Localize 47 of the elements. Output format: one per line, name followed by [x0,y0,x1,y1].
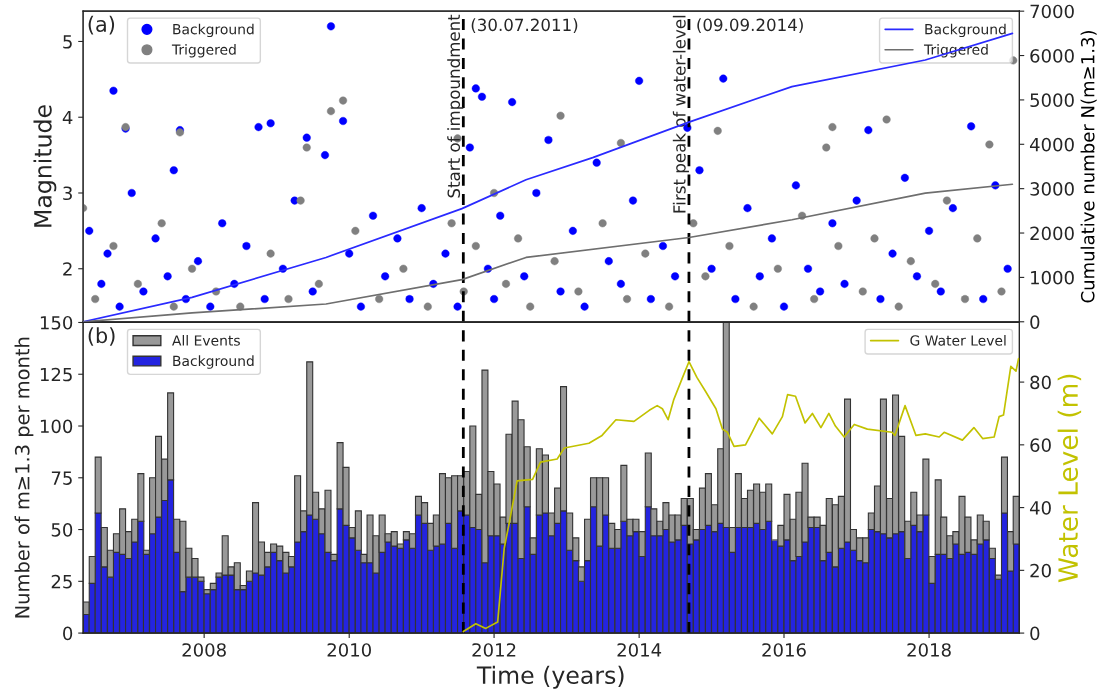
annotation: (09.09.2014) [697,18,803,34]
y-tick-label: 75 [51,471,72,485]
y-axis-title: Number of m≥1.3 per month [14,337,34,618]
y2-tick-label: 4000 [1029,137,1074,152]
y-tick-label: 3 [63,186,72,201]
legend-label: Background [173,23,254,38]
x-tick-label: 2018 [907,643,951,657]
legend-label: G Water Level [910,334,1006,346]
y-tick-label: 50 [51,523,73,537]
line-series [462,357,1020,633]
y2-tick-label: 80 [1030,375,1051,390]
x-tick-label: 2008 [182,643,226,657]
y2-tick-label: 6000 [1030,49,1074,63]
annotation: (30.07.2011) [471,18,578,34]
x-axis-title: Time (years) [476,665,624,689]
y-axis-title: Magnitude [33,105,57,227]
y-tick-label: 4 [62,110,73,125]
y2-tick-label: 5000 [1030,93,1074,108]
y2-tick-label: 0 [1030,626,1040,641]
x-tick-label: 2012 [472,643,516,657]
legend-label: All Events [172,334,240,346]
y2-tick-label: 60 [1030,438,1051,452]
y2-tick-label: 40 [1029,501,1051,515]
y2-tick-label: 7000 [1030,4,1074,19]
y2-axis-title: Water Level (m) [1057,374,1082,583]
y-tick-label: 100 [40,419,73,434]
y-tick-label: 5 [63,35,72,49]
x-tick-label: 2010 [327,643,371,657]
ref-line-label: Start of impoundment [447,14,464,198]
y2-tick-label: 20 [1030,563,1051,578]
y-tick-label: 125 [40,367,72,382]
legend-label: Background [925,23,1006,38]
y2-tick-label: 1000 [1031,270,1074,285]
legend-label: Triggered [171,44,236,58]
x-tick-label: 2016 [762,643,806,657]
y2-tick-label: 0 [1030,315,1040,329]
annotation: (b) [88,327,115,346]
y-tick-label: 2 [63,262,72,276]
y2-tick-label: 2000 [1030,226,1074,241]
x-tick-label: 2014 [617,643,662,657]
y-tick-label: 150 [40,315,73,330]
legend-label: Background [173,355,254,369]
y-tick-label: 0 [63,626,73,641]
y2-tick-label: 3000 [1030,182,1074,196]
y2-axis-title: Cumulative number N(m≥1.3) [1080,31,1097,303]
annotation: (a) [88,15,115,35]
y-tick-label: 25 [51,574,72,589]
